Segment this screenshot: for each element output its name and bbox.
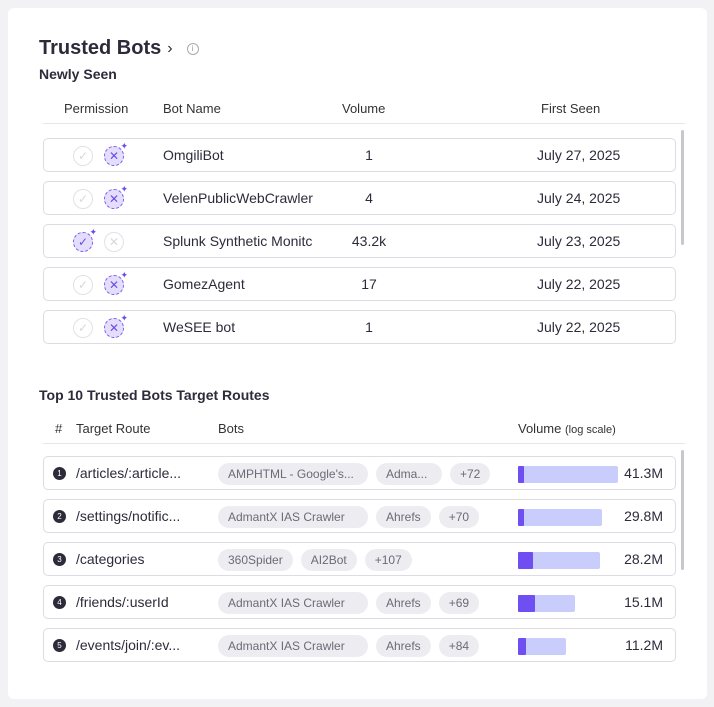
bot-chip[interactable]: +70 bbox=[438, 506, 480, 528]
volume-value: 11.2M bbox=[625, 637, 663, 653]
first-seen: July 23, 2025 bbox=[537, 233, 621, 249]
chevron-right-icon[interactable]: › bbox=[167, 39, 173, 57]
table-row[interactable]: 4/friends/:userId AdmantX IAS Crawler Ahre… bbox=[43, 585, 676, 619]
title-text: Trusted Bots bbox=[39, 37, 162, 59]
volume-bar bbox=[518, 466, 618, 483]
volume: 1 bbox=[365, 147, 373, 163]
volume: 17 bbox=[361, 276, 377, 292]
volume-value: 15.1M bbox=[624, 594, 663, 610]
rank-badge: 4 bbox=[53, 596, 66, 609]
first-seen: July 27, 2025 bbox=[537, 147, 621, 163]
bot-name: WeSEE bot bbox=[163, 319, 236, 335]
volume: 4 bbox=[365, 190, 373, 206]
volume-value: 28.2M bbox=[624, 551, 663, 567]
col-bots: Bots bbox=[218, 421, 245, 436]
table-row[interactable]: ✓ ✕ Splunk Synthetic Monitc 43.2k July 23, 2… bbox=[43, 224, 676, 258]
info-icon[interactable]: i bbox=[186, 42, 199, 55]
col-permission: Permission bbox=[64, 101, 129, 116]
bot-chip[interactable]: Ahrefs bbox=[376, 635, 431, 657]
deny-x-icon[interactable]: ✕ bbox=[104, 270, 128, 295]
bot-chip[interactable]: AdmantX IAS Crawler bbox=[218, 635, 368, 657]
bot-name: VelenPublicWebCrawler bbox=[163, 190, 313, 206]
deny-x-icon[interactable]: ✕ bbox=[104, 184, 128, 209]
bot-chip[interactable]: AdmantX IAS Crawler bbox=[218, 592, 368, 614]
newly-seen-title: Newly Seen bbox=[39, 66, 117, 82]
volume-bar bbox=[518, 638, 566, 655]
rank-badge: 3 bbox=[53, 553, 66, 566]
volume-bar bbox=[518, 552, 600, 569]
col-volume: Volume bbox=[342, 101, 386, 116]
table-row[interactable]: 3/categories 360Spider AI2Bot +107 28.2M bbox=[43, 542, 676, 576]
routes-title: Top 10 Trusted Bots Target Routes bbox=[39, 387, 270, 403]
allow-check-icon[interactable]: ✓ bbox=[73, 275, 93, 295]
table-row[interactable]: ✓ ✕ OmgiliBot 1 July 27, 2025 bbox=[43, 138, 676, 172]
table-row[interactable]: ✓ ✕ GomezAgent 17 July 22, 2025 bbox=[43, 267, 676, 301]
routes-list: 1/articles/:article... AMPHTML - Google's… bbox=[43, 452, 677, 672]
volume-label: Volume bbox=[518, 421, 562, 436]
volume-bar-fill bbox=[518, 466, 524, 483]
bot-chip[interactable]: 360Spider bbox=[218, 549, 293, 571]
target-route[interactable]: /events/join/:ev... bbox=[76, 637, 181, 653]
bot-chip[interactable]: Ahrefs bbox=[376, 506, 431, 528]
deny-x-icon[interactable]: ✕ bbox=[104, 141, 128, 166]
first-seen: July 22, 2025 bbox=[537, 319, 621, 335]
first-seen: July 24, 2025 bbox=[537, 190, 621, 206]
rank-badge: 1 bbox=[53, 467, 66, 480]
volume-value: 29.8M bbox=[624, 508, 663, 524]
table-row[interactable]: ✓ ✕ VelenPublicWebCrawler 4 July 24, 2025 bbox=[43, 181, 676, 215]
card-title[interactable]: Trusted Bots › i bbox=[39, 37, 199, 60]
col-rank: # bbox=[55, 421, 63, 436]
col-volume: Volume (log scale) bbox=[518, 421, 616, 436]
rank-badge: 5 bbox=[53, 639, 66, 652]
bot-chip[interactable]: +69 bbox=[438, 592, 480, 614]
bot-name: Splunk Synthetic Monitc bbox=[163, 233, 313, 249]
bot-chip[interactable]: +107 bbox=[364, 549, 412, 571]
bot-chip[interactable]: Ahrefs bbox=[376, 592, 431, 614]
bot-name: OmgiliBot bbox=[163, 147, 224, 163]
bot-chip[interactable]: +72 bbox=[450, 463, 491, 485]
target-route[interactable]: /articles/:article... bbox=[76, 465, 182, 481]
volume-bar-fill bbox=[518, 552, 533, 569]
target-route[interactable]: /friends/:userId bbox=[76, 594, 169, 610]
allow-check-icon[interactable]: ✓ bbox=[73, 189, 93, 209]
newly-seen-header: Permission Bot Name Volume First Seen bbox=[43, 98, 685, 124]
col-bot-name: Bot Name bbox=[163, 101, 221, 116]
trusted-bots-card: Trusted Bots › i Newly Seen Permission Bot… bbox=[8, 8, 707, 699]
allow-check-icon[interactable]: ✓ bbox=[73, 146, 93, 166]
table-row[interactable]: 1/articles/:article... AMPHTML - Google's… bbox=[43, 456, 676, 490]
table-row[interactable]: 2/settings/notific... AdmantX IAS Crawler… bbox=[43, 499, 676, 533]
table-row[interactable]: 5/events/join/:ev... AdmantX IAS Crawler A… bbox=[43, 628, 676, 662]
bot-chip[interactable]: AdmantX IAS Crawler bbox=[218, 506, 368, 528]
bot-chip[interactable]: Adma... bbox=[376, 463, 442, 485]
target-route[interactable]: /settings/notific... bbox=[76, 508, 181, 524]
volume-bar-fill bbox=[518, 638, 527, 655]
rank-badge: 2 bbox=[53, 510, 66, 523]
bot-chip[interactable]: +84 bbox=[438, 635, 480, 657]
deny-x-icon[interactable]: ✕ bbox=[104, 313, 128, 338]
scrollbar[interactable] bbox=[681, 450, 684, 570]
allow-check-icon[interactable]: ✓ bbox=[73, 227, 97, 252]
scrollbar[interactable] bbox=[681, 130, 684, 245]
col-first-seen: First Seen bbox=[541, 101, 601, 116]
target-route[interactable]: /categories bbox=[76, 551, 145, 567]
bot-chip[interactable]: AI2Bot bbox=[300, 549, 357, 571]
table-row[interactable]: ✓ ✕ WeSEE bot 1 July 22, 2025 bbox=[43, 310, 676, 344]
volume-bar bbox=[518, 595, 575, 612]
newly-seen-list: ✓ ✕ OmgiliBot 1 July 27, 2025 ✓ ✕ VelenPublicWe… bbox=[43, 134, 677, 353]
first-seen: July 22, 2025 bbox=[537, 276, 621, 292]
volume-bar-fill bbox=[518, 595, 536, 612]
volume-bar-fill bbox=[518, 509, 524, 526]
volume: 1 bbox=[365, 319, 373, 335]
volume-bar bbox=[518, 509, 602, 526]
bot-chip[interactable]: AMPHTML - Google's... bbox=[218, 463, 368, 485]
col-target-route: Target Route bbox=[76, 421, 151, 436]
deny-x-icon[interactable]: ✕ bbox=[104, 232, 124, 252]
routes-header: # Target Route Bots Volume (log scale) bbox=[43, 418, 685, 444]
log-scale-note: (log scale) bbox=[565, 424, 616, 436]
volume: 43.2k bbox=[351, 233, 387, 249]
allow-check-icon[interactable]: ✓ bbox=[73, 318, 93, 338]
volume-value: 41.3M bbox=[624, 465, 663, 481]
bot-name: GomezAgent bbox=[163, 276, 245, 292]
